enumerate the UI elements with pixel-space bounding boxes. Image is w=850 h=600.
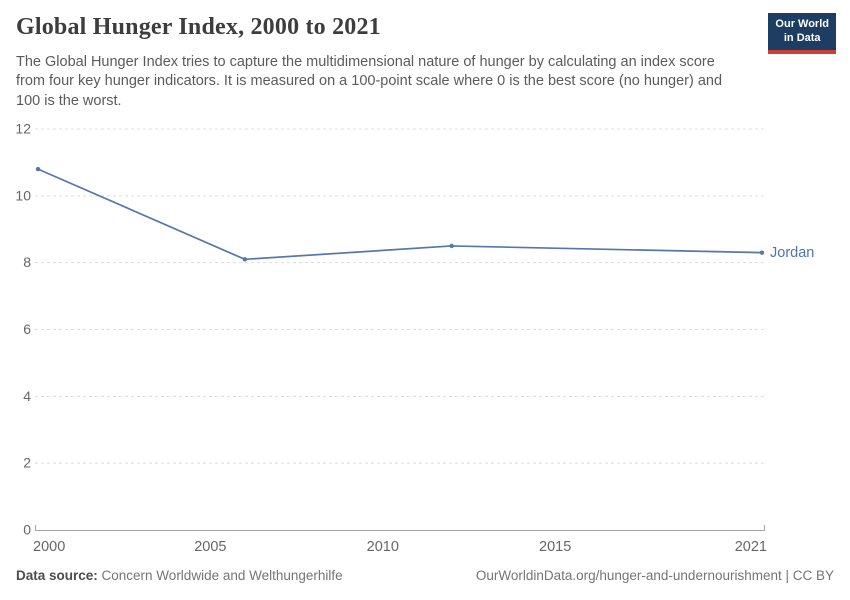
x-tick-label: 2005 bbox=[194, 539, 226, 555]
data-point[interactable] bbox=[35, 166, 41, 172]
logo-line1: Our World bbox=[775, 18, 829, 30]
y-tick-label: 10 bbox=[15, 187, 31, 203]
y-tick-label: 12 bbox=[15, 121, 31, 137]
chart-footer: Data source: Concern Worldwide and Welth… bbox=[16, 568, 834, 583]
data-point[interactable] bbox=[759, 250, 765, 255]
owid-logo[interactable]: Our World in Data bbox=[768, 13, 836, 54]
chart-subtitle: The Global Hunger Index tries to capture… bbox=[16, 54, 723, 109]
entity-label[interactable]: Jordan bbox=[770, 245, 814, 261]
data-point[interactable] bbox=[242, 257, 248, 262]
logo-line2: in Data bbox=[783, 31, 821, 44]
data-point[interactable] bbox=[449, 243, 454, 249]
x-tick-label: 2010 bbox=[367, 539, 399, 555]
y-tick-label: 8 bbox=[23, 254, 31, 270]
y-tick-label: 4 bbox=[23, 388, 31, 404]
data-source-label: Data source: bbox=[16, 568, 98, 583]
series-line[interactable] bbox=[37, 168, 763, 261]
data-source: Data source: Concern Worldwide and Welth… bbox=[16, 568, 343, 583]
data-source-text: Concern Worldwide and Welthungerhilfe bbox=[97, 568, 343, 583]
footer-link[interactable]: OurWorldinData.org/hunger-and-undernouri… bbox=[475, 568, 834, 583]
y-tick-label: 0 bbox=[23, 522, 31, 538]
x-tick-label: 2000 bbox=[33, 539, 65, 555]
x-tick-label: 2015 bbox=[539, 539, 571, 555]
y-tick-label: 2 bbox=[23, 455, 31, 471]
y-tick-label: 6 bbox=[23, 321, 31, 337]
page-title: Global Hunger Index, 2000 to 2021 bbox=[16, 14, 381, 40]
x-tick-label: 2021 bbox=[735, 539, 767, 555]
